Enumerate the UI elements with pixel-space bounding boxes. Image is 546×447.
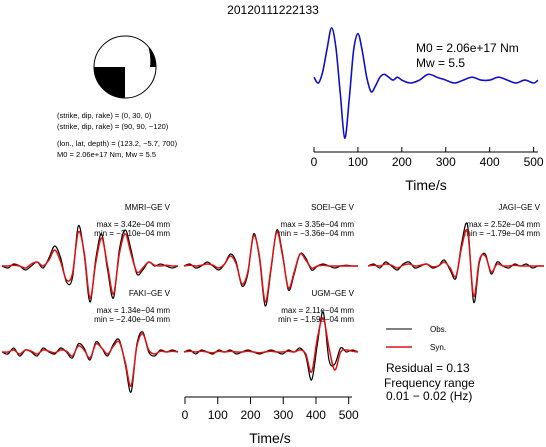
- waveform-x-tick-label: 100: [208, 408, 228, 422]
- station-label: MMRI−GE V: [125, 203, 171, 212]
- location-line: (lon., lat, depth) = (123.2, −5.7, 700): [57, 139, 178, 148]
- stf-x-tick-label: 300: [436, 155, 456, 169]
- waveform-x-tick-label: 300: [273, 408, 293, 422]
- legend-obs-label: Obs.: [430, 325, 447, 334]
- beachball: [93, 35, 157, 99]
- max-amplitude: max = 3.42e−04 mm: [97, 220, 171, 229]
- observed-trace: [367, 222, 545, 303]
- stf-m0-label: M0 = 2.06e+17 Nm: [416, 41, 519, 55]
- stf-x-tick-label: 0: [311, 155, 318, 169]
- stf-x-label: Time/s: [405, 177, 446, 193]
- max-amplitude: max = 1.34e−04 mm: [97, 306, 171, 315]
- mechanism-line-1: (strike, dip, rake) = (0, 30, 0): [57, 111, 152, 120]
- station-label: JAGI−GE V: [498, 203, 540, 212]
- max-amplitude: max = 2.52e−04 mm: [467, 220, 541, 229]
- waveform-x-label: Time/s: [249, 430, 290, 446]
- min-amplitude: min = −3.10e−04 mm: [94, 229, 170, 238]
- stf-x-tick-label: 500: [524, 155, 544, 169]
- waveform-x-tick-label: 400: [306, 408, 326, 422]
- min-amplitude: min = −1.79e−04 mm: [464, 229, 540, 238]
- stf-line: [313, 27, 539, 139]
- stf-x-tick-label: 400: [480, 155, 500, 169]
- min-amplitude: min = −1.59e−04 mm: [278, 315, 354, 324]
- stf-mw-label: Mw = 5.5: [416, 56, 465, 70]
- synthetic-trace: [1, 333, 179, 387]
- waveform-x-tick-label: 500: [339, 408, 359, 422]
- synthetic-trace: [183, 317, 359, 373]
- stf-x-tick-label: 100: [348, 155, 368, 169]
- station-label: FAKI−GE V: [129, 289, 171, 298]
- mechanism-line-2: (strike, dip, rake) = (90, 90, −120): [57, 122, 169, 131]
- residual-label: Residual = 0.13: [386, 361, 470, 375]
- max-amplitude: max = 3.35e−04 mm: [281, 220, 355, 229]
- station-label: UGM−GE V: [312, 289, 355, 298]
- legend-syn-label: Syn.: [430, 343, 446, 352]
- frequency-range: 0.01 − 0.02 (Hz): [386, 389, 472, 403]
- synthetic-trace: [367, 228, 544, 297]
- stf-x-tick-label: 200: [392, 155, 412, 169]
- observed-trace: [183, 311, 359, 381]
- max-amplitude: max = 2.11e−04 mm: [281, 306, 354, 315]
- synthetic-trace: [183, 231, 358, 303]
- figure-title: 20120111222133: [227, 3, 319, 17]
- min-amplitude: min = −3.36e−04 mm: [278, 229, 354, 238]
- synthetic-trace: [1, 230, 179, 299]
- station-label: SOEI−GE V: [311, 203, 355, 212]
- stf-panel: 0 100 200 300 400 500 M0 = 2.06e+17 Nm Mw = 5…: [311, 27, 544, 193]
- min-amplitude: min = −2.40e−04 mm: [94, 315, 170, 324]
- waveform-x-tick-label: 200: [240, 408, 260, 422]
- legend: Obs. Syn. Residual = 0.13 Frequency rang…: [384, 325, 475, 403]
- moment-line: M0 = 2.06e+17 Nm, Mw = 5.5: [57, 150, 156, 159]
- frequency-title: Frequency range: [384, 376, 475, 390]
- waveform-x-tick-label: 0: [182, 408, 189, 422]
- observed-trace: [1, 331, 179, 393]
- waveform-time-axis: 0 100 200 300 400 500 Time/s: [182, 396, 359, 446]
